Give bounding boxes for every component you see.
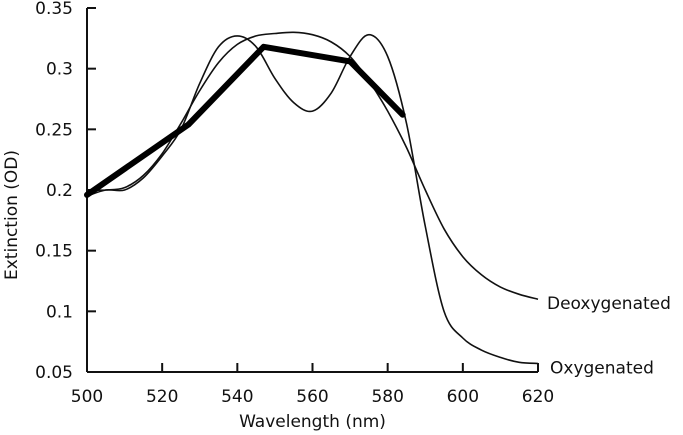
y-tick-label: 0.35 (35, 0, 73, 19)
x-tick-label: 580 (371, 387, 403, 407)
y-tick-label: 0.05 (35, 363, 73, 383)
y-tick-label: 0.1 (46, 302, 73, 322)
y-tick-label: 0.3 (46, 60, 73, 80)
x-axis-title: Wavelength (nm) (239, 412, 386, 432)
series-layer (87, 32, 538, 363)
series-line-bold (87, 47, 403, 195)
y-tick-label: 0.25 (35, 120, 73, 140)
x-tick-label: 500 (71, 387, 103, 407)
y-tick-label: 0.2 (46, 181, 73, 201)
series-line-oxygenated (87, 35, 538, 364)
x-tick-label: 620 (522, 387, 554, 407)
y-axis-title: Extinction (OD) (2, 150, 22, 280)
y-tick-label: 0.15 (35, 242, 73, 262)
axes: 0.35 0.3 0.25 0.2 0.15 0.1 0.05 500 520 540 560 580… (35, 0, 554, 407)
x-tick-label: 540 (221, 387, 253, 407)
x-tick-label: 560 (296, 387, 328, 407)
series-label-deoxygenated: Deoxygenated (547, 294, 671, 314)
x-tick-label: 600 (447, 387, 479, 407)
series-label-oxygenated: Oxygenated (550, 359, 654, 379)
x-tick-label: 520 (146, 387, 178, 407)
